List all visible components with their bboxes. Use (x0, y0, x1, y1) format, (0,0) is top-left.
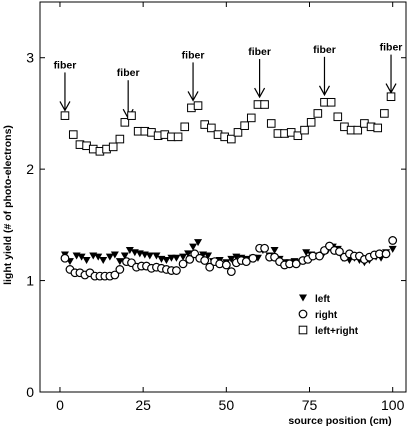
x-tick-label: 25 (135, 397, 151, 413)
y-tick-label: 2 (26, 161, 34, 177)
legend-marker-triangle-down (299, 294, 307, 302)
right-point (381, 249, 391, 259)
left-point (145, 252, 154, 260)
x-tick-label: 100 (381, 397, 405, 413)
left-point (184, 250, 193, 258)
left-point (120, 252, 129, 260)
left-point (179, 253, 188, 261)
left-point (82, 257, 91, 265)
left-point (204, 252, 213, 260)
right-point (226, 267, 236, 277)
right-point (178, 259, 188, 269)
left-point (270, 246, 279, 254)
left-point (162, 257, 171, 265)
right-point (335, 247, 344, 257)
sum-point (380, 109, 389, 118)
legend-label: left+right (315, 326, 359, 337)
legend-label: left (315, 294, 331, 305)
legend: left right left+right (298, 294, 359, 337)
left-point (94, 253, 103, 261)
sum-point (120, 118, 130, 127)
left-point (115, 258, 124, 266)
sum-point (108, 142, 118, 152)
right-point (315, 251, 324, 261)
series-right (60, 236, 398, 281)
left-point (194, 239, 203, 247)
fiber-label: fiber (117, 67, 140, 79)
right-point (115, 265, 125, 274)
annotations-layer: fiber fiber fiber fiber fiber fiber (54, 42, 403, 120)
right-point (185, 254, 195, 264)
legend-marker-square (298, 325, 308, 335)
x-tick-label: 0 (56, 397, 64, 413)
fiber-arrow-head (187, 91, 199, 102)
sum-point (373, 123, 383, 133)
y-axis-label: light yield (# of photo-electrons) (2, 125, 14, 285)
sum-point (240, 121, 249, 130)
sum-point (293, 131, 303, 141)
left-point (110, 251, 119, 259)
right-point (60, 253, 70, 263)
sum-point (260, 100, 269, 109)
sum-point (266, 119, 276, 128)
right-point (260, 243, 269, 253)
sum-point (193, 101, 203, 110)
left-point (125, 246, 134, 254)
points-layer (60, 92, 398, 281)
sum-point (306, 118, 316, 127)
sum-point (326, 97, 336, 107)
fiber-label: fiber (248, 46, 271, 58)
y-tick-label: 0 (26, 384, 34, 400)
sum-point (115, 134, 125, 144)
sum-point (227, 134, 236, 144)
sum-point (180, 122, 190, 132)
sum-point (313, 109, 323, 118)
sum-point (60, 111, 70, 120)
sum-point (233, 128, 243, 137)
series-left-right (60, 92, 396, 156)
left-point (77, 253, 86, 261)
legend-marker-circle (298, 309, 308, 319)
left-point (172, 254, 181, 262)
sum-point (333, 112, 343, 122)
legend-label: right (315, 310, 338, 321)
right-point (172, 266, 181, 275)
left-point (99, 257, 108, 265)
left-point (189, 243, 198, 251)
sum-point (246, 113, 256, 123)
x-axis-label: source position (cm) (288, 415, 391, 427)
fiber-label: fiber (182, 49, 205, 61)
right-point (205, 262, 215, 272)
fiber-arrow-head (254, 87, 266, 99)
right-point (200, 256, 210, 265)
left-point (227, 255, 236, 263)
sum-point (353, 125, 363, 135)
fiber-label: fiber (54, 59, 77, 71)
left-point (152, 252, 161, 260)
fiber-label: fiber (313, 44, 336, 56)
x-tick-label: 75 (302, 397, 318, 413)
sum-point (68, 130, 78, 139)
left-point (388, 245, 397, 253)
right-point (248, 253, 258, 263)
left-point (105, 253, 114, 261)
fiber-label: fiber (380, 42, 403, 54)
fiber-arrow-head (59, 101, 71, 112)
sum-point (386, 92, 396, 102)
x-tick-label: 50 (219, 397, 235, 413)
fiber-arrow-head (318, 85, 331, 97)
plot-frame (39, 1, 407, 393)
y-tick-label: 1 (26, 273, 34, 289)
right-point (110, 270, 120, 280)
ticks-layer: 0 25 50 75 100 0 1 2 3 (26, 2, 406, 413)
sum-point (300, 125, 309, 135)
left-point (302, 249, 311, 257)
y-tick-label: 3 (26, 50, 34, 66)
sum-point (173, 132, 183, 142)
sum-point (127, 111, 136, 120)
sum-point (207, 123, 216, 133)
right-point (221, 260, 231, 270)
right-point (388, 236, 398, 245)
